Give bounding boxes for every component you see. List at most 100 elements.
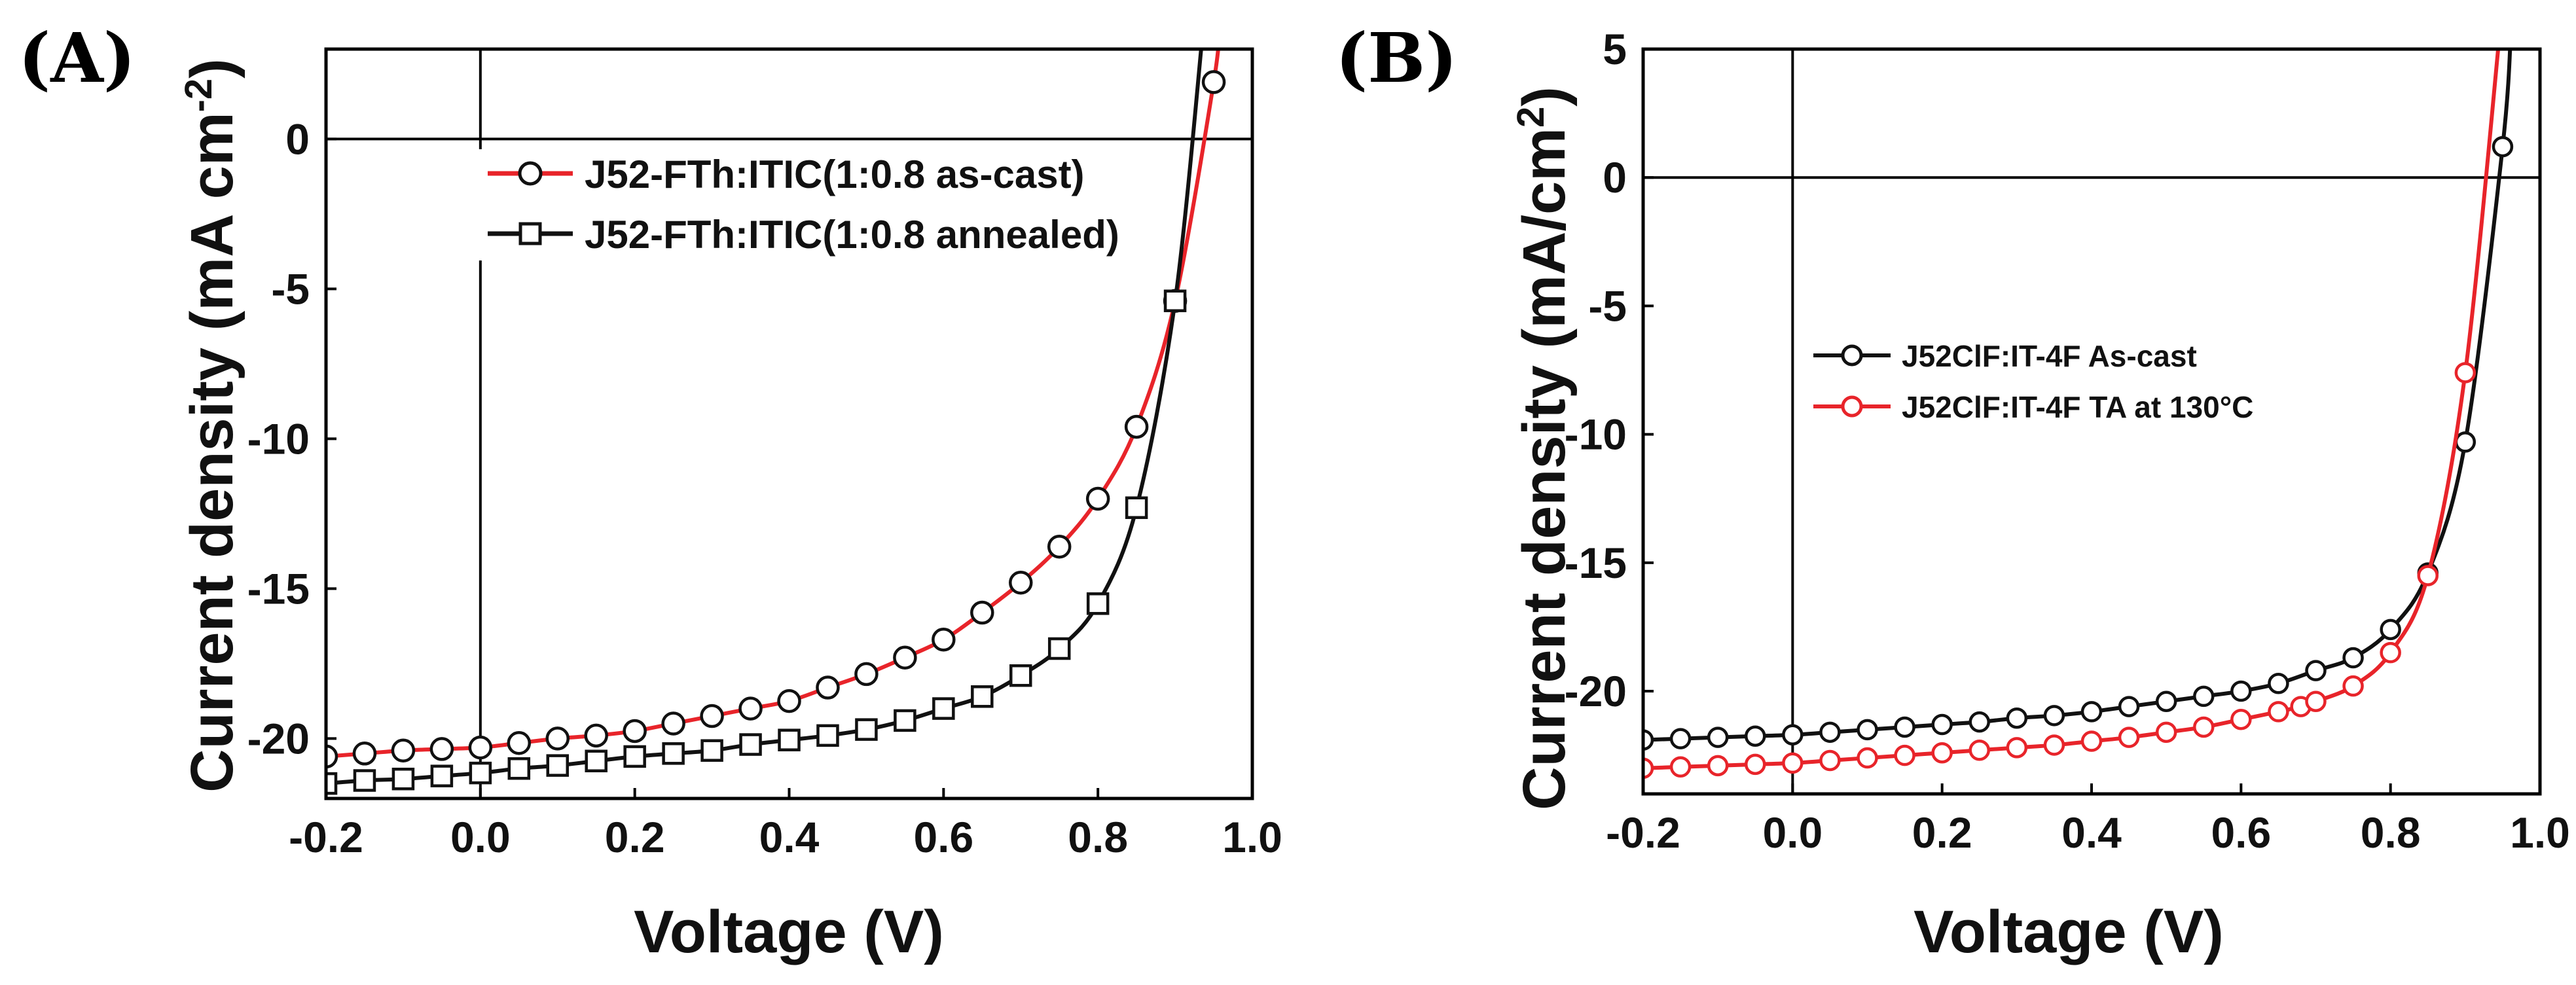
data-point [2454, 431, 2476, 453]
y-tick-label: -15 [1565, 539, 1627, 587]
legend-label-b-ta: J52ClF:IT-4F TA at 130°C [1902, 390, 2253, 424]
panel-b-legend: J52ClF:IT-4F As-cast J52ClF:IT-4F TA at … [1804, 331, 2360, 432]
data-point [2268, 673, 2289, 694]
y-tick-label: -10 [1565, 410, 1627, 459]
legend-marker-annealed [518, 222, 542, 245]
x-tick-label: -0.2 [1606, 808, 1680, 857]
x-tick-label: 1.0 [2510, 808, 2570, 857]
legend-marker-b-ta [1841, 395, 1863, 418]
data-point [1819, 721, 1841, 743]
data-point [2342, 675, 2364, 697]
panel-a-ticks: -0.2 0.0 0.2 0.4 0.6 0.8 1.0 0 -5 -10 -15 -20 [247, 115, 1282, 861]
data-point [1085, 486, 1110, 511]
panel-b-label: (B) [1335, 18, 1457, 98]
y-tick-label: -10 [247, 414, 310, 463]
data-point [1968, 740, 1990, 761]
x-tick-label: 0.4 [759, 813, 820, 861]
data-point [932, 628, 956, 652]
data-point [662, 742, 685, 765]
data-point [1745, 753, 1766, 776]
data-point [2006, 737, 2028, 759]
data-point [855, 718, 878, 741]
legend-marker-b-as-cast [1841, 344, 1863, 367]
panel-b-ticks: -0.2 0.0 0.2 0.4 0.6 0.8 1.0 5 0 -5 -10 -15 -20 [1565, 25, 2570, 857]
data-point [469, 761, 492, 785]
data-point [507, 757, 531, 780]
series-line [326, 49, 1220, 759]
y-tick-label: -20 [247, 714, 310, 762]
data-point [2268, 701, 2289, 723]
data-point [1009, 570, 1033, 595]
data-point [1857, 747, 1878, 769]
data-point [1643, 729, 1654, 751]
data-point [468, 735, 493, 760]
data-point [2080, 730, 2103, 752]
x-tick-label: 0.0 [450, 813, 511, 861]
x-tick-label: 1.0 [1222, 813, 1282, 861]
data-point [430, 764, 454, 787]
panel-a-legend: J52-FTh:ITIC(1:0.8 as-cast) J52-FTh:ITIC… [478, 149, 1172, 260]
panel-a: (A) -0.2 0.0 0.2 0.4 0.6 0.8 1.0 0 -5 -10 -15 -20 V… [18, 18, 1282, 965]
panel-b-legend-box [1804, 331, 2360, 432]
data-point [585, 749, 608, 772]
series-line [1643, 49, 2513, 742]
data-point [738, 696, 763, 721]
data-point [816, 724, 839, 747]
data-point [2080, 701, 2103, 723]
y-tick-label: 0 [1603, 153, 1627, 202]
data-point [778, 728, 801, 751]
x-tick-label: 0.4 [2061, 808, 2122, 857]
data-point [507, 731, 532, 755]
data-point [353, 769, 376, 792]
data-point [1931, 713, 1953, 736]
data-point [2305, 660, 2327, 681]
data-point [2155, 721, 2177, 743]
data-point [546, 754, 569, 777]
data-point [2193, 685, 2215, 707]
y-tick-label: -5 [1588, 281, 1627, 330]
legend-label-as-cast: J52-FTh:ITIC(1:0.8 as-cast) [585, 152, 1085, 196]
data-point [545, 726, 570, 751]
data-point [1201, 70, 1226, 94]
data-point [970, 600, 994, 625]
panel-a-legend-box [478, 149, 1172, 260]
panel-b-y-axis-label-main: Current density (mA/cm [1511, 128, 1578, 810]
data-point [661, 711, 685, 736]
data-point [1047, 535, 1072, 559]
y-tick-label: -5 [271, 264, 310, 313]
panel-a-y-axis-label-end: ) [179, 58, 245, 79]
x-tick-label: 0.0 [1762, 808, 1823, 857]
data-point [1782, 724, 1804, 745]
data-point [1669, 728, 1692, 749]
data-point [700, 739, 723, 762]
data-point [1745, 725, 1766, 747]
x-tick-label: 0.2 [605, 813, 665, 861]
series-0 [1643, 49, 2514, 751]
data-point [1819, 749, 1841, 772]
series-line [326, 49, 1203, 786]
panel-a-y-axis-label-main: Current density (mA cm [179, 112, 245, 792]
data-point [1643, 757, 1654, 779]
data-point [1968, 711, 1990, 733]
data-point [2043, 734, 2065, 756]
data-point [2118, 696, 2140, 717]
x-tick-label: 0.8 [2361, 808, 2421, 857]
data-point [326, 744, 338, 769]
data-point [2417, 565, 2439, 586]
data-point [893, 645, 917, 670]
data-point [2230, 708, 2252, 730]
data-point [1086, 592, 1110, 615]
data-point [1163, 289, 1187, 312]
panel-a-series [326, 49, 1226, 795]
data-point [971, 685, 994, 708]
panel-b: (B) -0.2 0.0 0.2 0.4 0.6 0.8 1.050-5-10-15-20 … [1335, 18, 2570, 965]
y-tick-label: 0 [285, 115, 310, 163]
panel-a-y-axis-label: Current density (mA cm-2) [177, 58, 246, 793]
y-tick-label: -15 [247, 564, 310, 613]
x-tick-label: 0.6 [2211, 808, 2271, 857]
y-tick-label: 5 [1603, 25, 1627, 73]
data-point [1124, 414, 1149, 439]
data-point [429, 737, 454, 761]
data-point [1931, 742, 1953, 764]
